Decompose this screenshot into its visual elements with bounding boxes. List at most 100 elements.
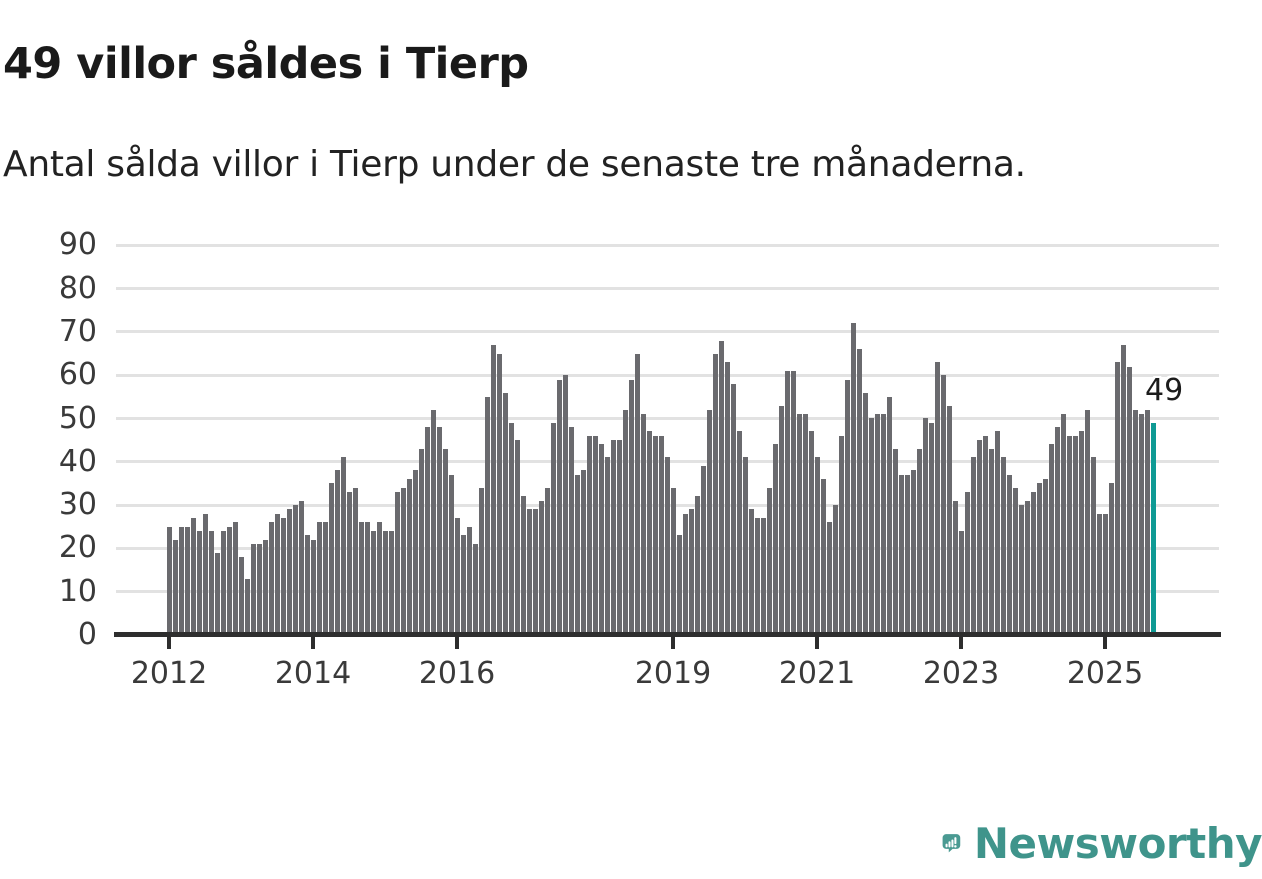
bar <box>634 354 640 635</box>
x-axis-line <box>114 632 1221 637</box>
bar <box>664 457 670 635</box>
bar <box>790 371 796 635</box>
bar <box>700 466 706 635</box>
newsworthy-logo-text: Newsworthy <box>973 818 1262 868</box>
bar <box>748 509 754 635</box>
bar <box>604 457 610 635</box>
bar <box>820 479 826 635</box>
y-tick-label: 0 <box>77 617 97 652</box>
bar <box>796 414 802 635</box>
bar <box>964 492 970 635</box>
bar <box>610 440 616 635</box>
bar <box>880 414 886 635</box>
bar <box>238 557 244 635</box>
bar <box>538 501 544 635</box>
bar <box>388 531 394 635</box>
bar <box>256 544 262 635</box>
gridline <box>116 373 1219 377</box>
bar <box>1126 367 1132 635</box>
gridline <box>116 243 1219 247</box>
bar <box>196 531 202 635</box>
x-tick-label: 2016 <box>418 656 496 691</box>
bar <box>1144 410 1150 635</box>
bar <box>328 483 334 635</box>
bar <box>682 514 688 635</box>
bar <box>970 457 976 635</box>
bar <box>646 431 652 635</box>
x-tick-label: 2012 <box>130 656 208 691</box>
x-axis-tick <box>311 637 315 649</box>
bar <box>868 418 874 635</box>
bar <box>316 522 322 635</box>
bar <box>1120 345 1126 635</box>
bar <box>550 423 556 635</box>
bar <box>1012 488 1018 635</box>
bar <box>802 414 808 635</box>
bar <box>496 354 502 635</box>
bar <box>994 431 1000 635</box>
bar <box>274 514 280 635</box>
bar <box>850 323 856 635</box>
bar <box>292 505 298 635</box>
bar <box>190 518 196 635</box>
bar <box>592 436 598 635</box>
bar <box>424 427 430 635</box>
bar <box>568 427 574 635</box>
bar <box>1042 479 1048 635</box>
bar <box>670 488 676 635</box>
bar <box>172 540 178 635</box>
bar <box>640 414 646 635</box>
bar <box>874 414 880 635</box>
y-tick-label: 40 <box>58 443 97 479</box>
bar <box>484 397 490 635</box>
bar <box>562 375 568 635</box>
bar <box>976 440 982 635</box>
bar <box>382 531 388 635</box>
bar <box>526 509 532 635</box>
bar <box>310 540 316 635</box>
bar <box>166 527 172 635</box>
bar <box>778 406 784 635</box>
bar <box>730 384 736 635</box>
bar <box>1036 483 1042 635</box>
bar <box>1054 427 1060 635</box>
bar <box>556 380 562 635</box>
bar <box>448 475 454 635</box>
bar <box>952 501 958 635</box>
x-axis-tick <box>167 637 171 649</box>
gridline <box>116 330 1219 334</box>
bar <box>502 393 508 635</box>
bar <box>628 380 634 635</box>
bar <box>1084 410 1090 635</box>
bar <box>340 457 346 635</box>
bar <box>766 488 772 635</box>
bar <box>892 449 898 635</box>
bar <box>652 436 658 635</box>
bar <box>814 457 820 635</box>
bar <box>580 470 586 635</box>
bar <box>1102 514 1108 635</box>
bar <box>1114 362 1120 635</box>
bar <box>214 553 220 635</box>
bar <box>346 492 352 635</box>
bar <box>958 531 964 635</box>
bar <box>916 449 922 635</box>
bar <box>454 518 460 635</box>
bar <box>718 341 724 635</box>
bar <box>712 354 718 635</box>
bar <box>598 444 604 635</box>
bar <box>286 509 292 635</box>
bar <box>412 470 418 635</box>
x-axis-tick <box>1103 637 1107 649</box>
bar <box>544 488 550 635</box>
bar <box>910 470 916 635</box>
bar <box>898 475 904 635</box>
bar <box>322 522 328 635</box>
bar <box>1132 410 1138 635</box>
bar <box>478 488 484 635</box>
x-tick-label: 2014 <box>274 656 352 691</box>
bar <box>268 522 274 635</box>
x-tick-label: 2019 <box>634 656 712 691</box>
chart-subtitle: Antal sålda villor i Tierp under de sena… <box>3 144 1026 185</box>
